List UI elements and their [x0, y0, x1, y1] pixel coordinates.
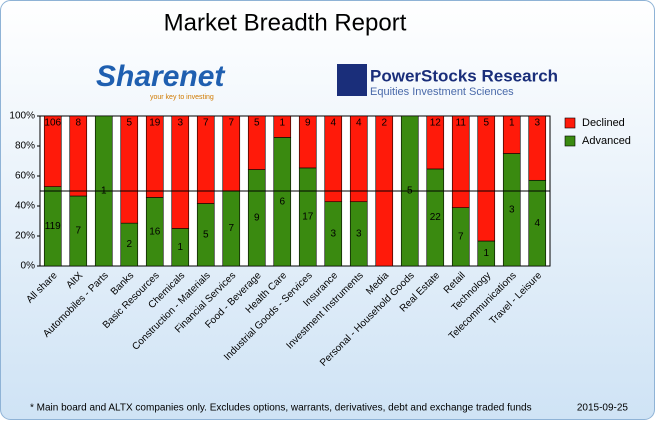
value-label: 5	[203, 229, 209, 240]
value-label: 17	[302, 212, 314, 223]
value-label: 7	[228, 223, 234, 234]
bar-declined	[324, 115, 343, 203]
bar-declined	[477, 115, 496, 242]
value-label: 9	[254, 212, 260, 223]
value-label: 4	[356, 118, 362, 129]
legend-label: Declined	[582, 117, 625, 129]
legend-label: Advanced	[582, 135, 631, 147]
value-label: 1	[483, 248, 489, 259]
value-label: 7	[228, 118, 234, 129]
value-label: 1	[509, 118, 515, 129]
bar-declined	[145, 115, 164, 198]
y-tick-label: 20%	[15, 231, 35, 242]
legend-swatch	[564, 135, 576, 147]
bar-declined	[298, 115, 317, 169]
value-label: 2	[381, 118, 387, 129]
value-label: 6	[279, 196, 285, 207]
logo-subtitle: Equities Investment Sciences	[370, 86, 514, 98]
bar-declined	[171, 115, 190, 229]
value-label: 5	[483, 118, 489, 129]
bar-declined	[69, 115, 88, 197]
value-label: 3	[330, 228, 336, 239]
value-label: 12	[430, 118, 442, 129]
bar-declined	[528, 115, 547, 181]
y-tick-label: 80%	[15, 141, 35, 152]
value-label: 22	[430, 212, 442, 223]
bar-declined	[120, 115, 139, 224]
value-label: 9	[305, 118, 311, 129]
value-label: 8	[75, 118, 81, 129]
logo-tagline: your key to investing	[150, 94, 214, 101]
bar-declined	[426, 115, 445, 170]
value-label: 7	[203, 118, 209, 129]
bar-declined	[43, 115, 62, 187]
bar-declined	[273, 115, 292, 138]
value-label: 4	[534, 218, 540, 229]
y-tick-label: 0%	[21, 261, 36, 272]
bar-declined	[247, 115, 266, 170]
value-label: 3	[356, 228, 362, 239]
logo-icon	[337, 64, 367, 96]
value-label: 3	[177, 118, 183, 129]
value-label: 3	[509, 204, 515, 215]
logo-powerstocks: PowerStocks Research	[370, 66, 558, 85]
legend-swatch	[564, 117, 576, 129]
date: 2015-09-25	[577, 403, 629, 414]
value-label: 119	[45, 221, 61, 232]
bar-declined	[349, 115, 368, 203]
chart-title: Market Breadth Report	[164, 9, 407, 36]
value-label: 7	[75, 226, 81, 237]
y-tick-label: 100%	[9, 111, 35, 122]
value-label: 1	[279, 118, 285, 129]
bar-declined	[451, 115, 470, 208]
value-label: 3	[534, 118, 540, 129]
value-label: 11	[456, 118, 467, 129]
y-tick-label: 40%	[15, 201, 35, 212]
logo-sharenet: Sharenet	[96, 60, 226, 93]
value-label: 2	[126, 239, 132, 250]
bar-declined	[502, 115, 521, 154]
value-label: 4	[330, 118, 336, 129]
value-label: 5	[254, 118, 260, 129]
value-label: 1	[177, 242, 183, 253]
footnote: * Main board and ALTX companies only. Ex…	[30, 403, 532, 414]
value-label: 7	[458, 231, 464, 242]
bar-declined	[196, 115, 215, 204]
value-label: 106	[44, 118, 61, 129]
value-label: 19	[149, 118, 161, 129]
value-label: 16	[149, 226, 161, 237]
y-tick-label: 60%	[15, 171, 35, 182]
value-label: 5	[126, 118, 132, 129]
